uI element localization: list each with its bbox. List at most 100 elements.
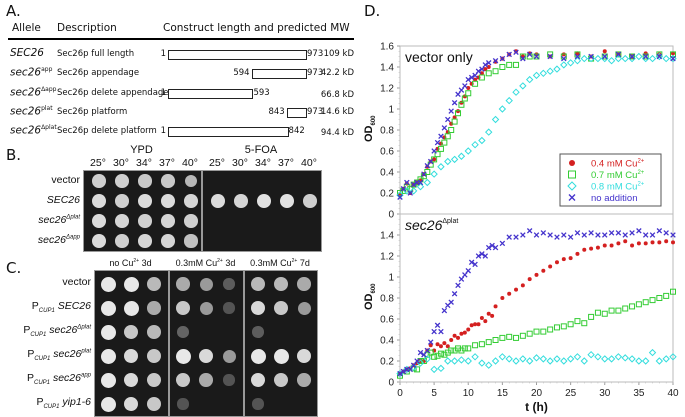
- data-point: [417, 349, 424, 356]
- strain-label: PCUP1 sec26plat: [27, 348, 91, 363]
- data-point: [581, 232, 588, 238]
- data-point: [461, 95, 468, 102]
- data-point: [472, 342, 479, 349]
- agar-plate: [202, 170, 322, 252]
- data-point: [649, 297, 656, 304]
- data-point: [670, 51, 676, 58]
- legend-label-superscript: 2+: [637, 159, 644, 165]
- data-point: [462, 83, 468, 89]
- data-point: [642, 299, 649, 306]
- data-point: [452, 115, 457, 120]
- yeast-spot: [273, 300, 289, 316]
- data-point: [404, 179, 410, 186]
- data-point: [629, 53, 636, 60]
- data-point: [532, 354, 541, 362]
- data-point: [448, 347, 455, 354]
- data-point: [664, 239, 669, 244]
- yeast-spot: [273, 348, 289, 364]
- data-point: [573, 56, 582, 65]
- strain-superscript: plat: [81, 348, 91, 355]
- data-point: [468, 74, 475, 81]
- data-point: [444, 357, 452, 365]
- data-point: [417, 179, 424, 186]
- data-point: [444, 157, 452, 166]
- promoter-subscript: CUP1: [30, 332, 47, 339]
- data-point: [601, 53, 608, 60]
- y-tick-label: 0.4: [380, 168, 394, 179]
- agar-plate: [244, 270, 318, 417]
- yeast-spot: [184, 194, 198, 208]
- allele-description: Sec26p full length: [57, 49, 135, 59]
- data-point: [450, 155, 459, 164]
- yeast-spot: [100, 372, 116, 388]
- temperature-label: 40°: [182, 157, 198, 169]
- data-point: [655, 52, 664, 61]
- construct-start: 843: [268, 107, 285, 117]
- data-point: [670, 55, 676, 62]
- yeast-spot: [147, 301, 161, 315]
- data-point: [540, 230, 547, 236]
- data-point: [438, 328, 444, 335]
- data-point: [580, 54, 588, 63]
- data-point: [642, 53, 649, 60]
- data-point: [423, 355, 432, 363]
- data-point: [670, 232, 676, 238]
- data-point: [554, 260, 559, 265]
- data-point: [427, 158, 434, 165]
- data-point: [615, 307, 622, 314]
- data-point: [629, 53, 635, 60]
- yeast-spot: [199, 373, 213, 387]
- yeast-spot: [138, 194, 152, 208]
- data-point: [475, 68, 482, 74]
- y-tick-label: 0.6: [380, 147, 394, 158]
- data-point: [566, 59, 575, 67]
- data-point: [629, 303, 636, 310]
- data-point: [616, 241, 621, 246]
- data-point: [445, 344, 450, 349]
- temperature-label: 34°: [255, 157, 271, 169]
- data-point: [397, 194, 403, 200]
- data-point: [427, 349, 434, 356]
- data-point: [575, 251, 580, 256]
- x-tick-label: 20: [531, 388, 543, 399]
- data-point: [621, 354, 629, 362]
- data-point: [519, 332, 526, 339]
- data-point: [476, 322, 481, 327]
- data-point: [636, 241, 641, 246]
- yeast-spot: [198, 348, 214, 364]
- data-point: [448, 108, 454, 114]
- data-point: [448, 127, 455, 133]
- data-point: [533, 328, 540, 335]
- data-point: [465, 267, 472, 274]
- yeast-spot: [184, 214, 198, 228]
- y-tick-label: 0.2: [380, 357, 394, 368]
- data-point: [430, 365, 438, 374]
- temperature-label: 37°: [159, 157, 175, 169]
- strain-label: vector: [51, 174, 80, 186]
- strain-label: sec26Δplat: [38, 214, 80, 226]
- agar-plate: [83, 170, 202, 252]
- plot-frame: [399, 213, 674, 383]
- y-axis-label-subscript: 600: [371, 283, 377, 294]
- yeast-spot: [250, 348, 266, 364]
- data-point: [635, 52, 643, 61]
- plot-title: sec26Δplat: [405, 217, 458, 233]
- x-axis-label: t (h): [525, 400, 548, 414]
- legend-label: 0.7 mM Cu2+: [591, 170, 645, 181]
- data-point: [482, 253, 489, 259]
- data-point: [400, 186, 407, 192]
- y-axis-label-subscript: 600: [371, 115, 377, 126]
- series-diamond: [396, 348, 677, 378]
- yeast-spot: [100, 348, 116, 364]
- yeast-spot: [211, 194, 225, 208]
- data-point: [499, 64, 506, 70]
- yeast-spot: [175, 300, 191, 316]
- y-tick-label: 1: [388, 105, 394, 116]
- yeast-spot: [100, 324, 116, 340]
- data-point: [546, 357, 554, 365]
- yeast-spot: [199, 277, 213, 291]
- data-point: [641, 357, 650, 365]
- data-point: [505, 96, 513, 105]
- data-point: [635, 301, 642, 308]
- y-tick-label: 0.8: [380, 294, 394, 305]
